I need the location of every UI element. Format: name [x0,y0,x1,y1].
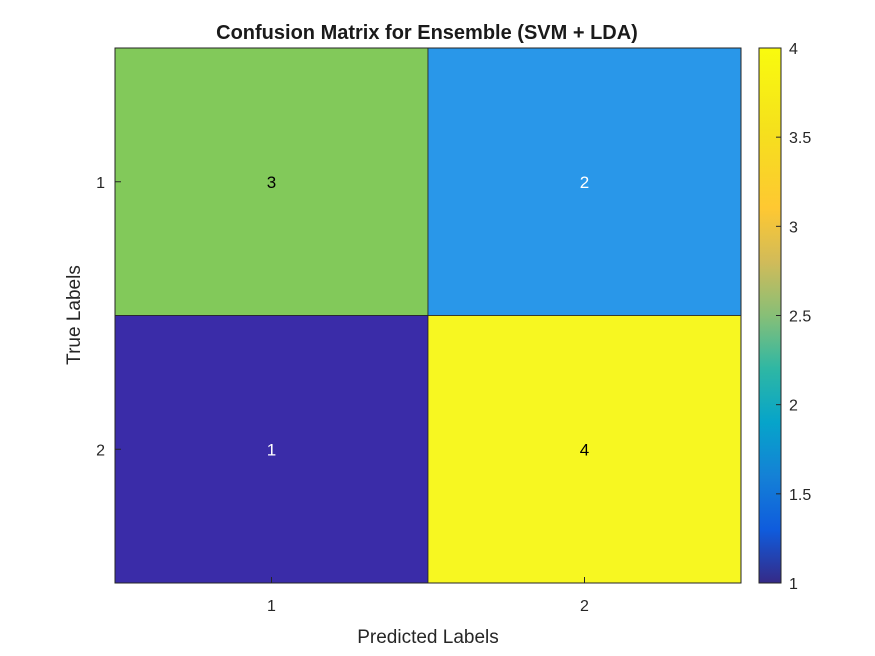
x-axis-label: Predicted Labels [357,627,499,648]
y-tick-label: 1 [96,175,105,192]
y-tick-label: 2 [96,442,105,459]
x-tick-label: 1 [267,598,276,615]
y-axis-label: True Labels [64,265,85,365]
colorbar-tick-label: 3 [789,219,798,236]
colorbar-tick-label: 2 [789,398,798,415]
heatmap-cell [427,47,742,316]
cell-value-label: 4 [580,440,589,459]
x-tick-label: 2 [580,598,589,615]
cell-value-label: 1 [267,440,276,459]
heatmap-cell [114,315,429,584]
chart-title: Confusion Matrix for Ensemble (SVM + LDA… [216,22,638,44]
colorbar-tick-label: 3.5 [789,130,811,147]
heatmap-cells: 3 2 1 4 [114,47,742,584]
colorbar-tick-label: 1 [789,576,798,593]
heatmap-cell [114,47,429,316]
colorbar-tick-label: 2.5 [789,309,811,326]
colorbar-ticks: 1 1.5 2 2.5 3 3.5 4 [776,41,811,593]
colorbar-tick-label: 4 [789,41,798,58]
colorbar-tick-label: 1.5 [789,487,811,504]
cell-value-label: 2 [580,173,589,192]
heatmap-cell [427,315,742,584]
plot-frame [114,47,742,584]
cell-value-label: 3 [267,173,276,192]
y-tick-labels: 12 [96,175,121,459]
